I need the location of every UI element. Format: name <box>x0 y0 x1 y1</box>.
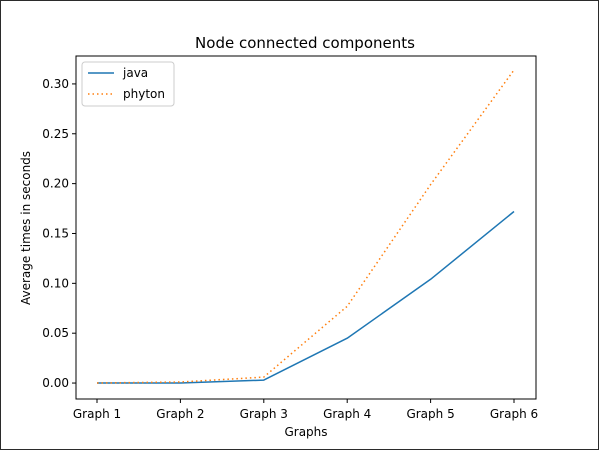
series-lines <box>96 69 515 384</box>
series-line-phyton <box>96 69 515 384</box>
series-line-java <box>97 210 515 384</box>
x-axis-label: Graphs <box>284 425 327 439</box>
x-axis: Graph 1 Graph 2 Graph 3 Graph 4 Graph 5 Graph… <box>73 399 538 421</box>
y-tick-label: 0.15 <box>42 226 69 240</box>
legend-label-java: java <box>122 66 148 80</box>
x-tick-label: Graph 2 <box>156 407 204 421</box>
plot-area <box>75 55 537 400</box>
y-tick-label: 0.05 <box>42 326 69 340</box>
x-tick-label: Graph 3 <box>240 407 288 421</box>
y-tick-label: 0.25 <box>42 127 69 141</box>
x-tick-label: Graph 1 <box>73 407 121 421</box>
y-tick-label: 0.30 <box>42 77 69 91</box>
legend: java phyton <box>81 61 175 107</box>
x-tick-label: Graph 5 <box>406 407 454 421</box>
y-axis: 0.00 0.05 0.10 0.15 0.20 0.25 0.30 <box>42 77 76 390</box>
y-tick-label: 0.20 <box>42 177 69 191</box>
x-tick-label: Graph 4 <box>323 407 371 421</box>
x-tick-label: Graph 6 <box>490 407 538 421</box>
chart-title: Node connected components <box>195 34 415 52</box>
y-tick-label: 0.10 <box>42 276 69 290</box>
y-axis-label: Average times in seconds <box>19 151 33 305</box>
y-tick-label: 0.00 <box>42 376 69 390</box>
legend-label-phyton: phyton <box>123 87 165 101</box>
